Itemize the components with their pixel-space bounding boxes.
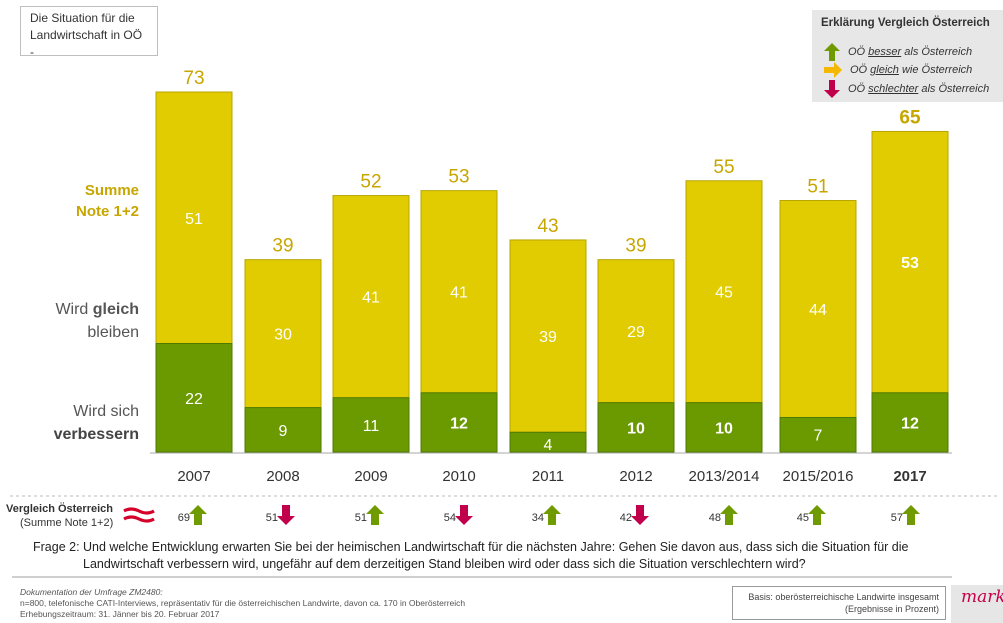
bar-segment-verbessern: [420, 392, 498, 453]
data-label-gleich: 30: [274, 327, 292, 344]
bar-segment-verbessern: [779, 416, 857, 453]
bar-segment-gleich: [871, 130, 949, 394]
row-label-gleich: Wird gleich bleiben: [55, 301, 139, 341]
bar-segment-gleich: [685, 180, 763, 404]
arrow-up-icon: [543, 505, 561, 525]
legend-item-besser: OÖ besser als Österreich: [824, 43, 972, 61]
data-label-verbessern: 4: [544, 437, 553, 454]
tick-label-x: 2015/2016: [783, 468, 854, 485]
data-label-verbessern: 7: [814, 428, 823, 445]
comparison-value: 48: [709, 512, 721, 524]
legend-box: Erklärung Vergleich Österreich OÖ besser…: [812, 10, 1003, 102]
data-label-total: 39: [625, 236, 646, 257]
tick-label-x: 2010: [442, 468, 475, 485]
tick-label-x: 2017: [893, 468, 926, 485]
data-label-verbessern: 10: [627, 420, 645, 437]
bar-segment-verbessern: [871, 392, 949, 453]
bar-segment-verbessern: [155, 343, 233, 453]
data-label-total: 43: [537, 216, 558, 237]
bar-segment-gleich: [779, 199, 857, 418]
arrow-down-icon: [455, 505, 473, 525]
tick-label-x: 2011: [532, 468, 564, 485]
data-label-gleich: 44: [809, 302, 827, 319]
data-label-verbessern: 12: [901, 415, 919, 432]
bar-segment-verbessern: [597, 402, 675, 453]
arrow-up-icon: [902, 505, 920, 525]
data-label-verbessern: 9: [279, 423, 288, 440]
arrow-down-icon: [824, 80, 840, 98]
brand-logo: marke: [951, 585, 1003, 623]
chart-title-box: Die Situation für die Landwirtschaft in …: [20, 6, 158, 59]
tick-label-x: 2013/2014: [689, 468, 760, 485]
data-label-total: 65: [899, 107, 921, 128]
comparison-value: 42: [620, 512, 632, 524]
footer-divider: [12, 576, 952, 578]
basis-box: Basis: oberösterreichische Landwirte ins…: [732, 586, 946, 620]
data-label-verbessern: 22: [185, 391, 203, 408]
bar-segment-verbessern: [509, 431, 587, 453]
data-label-gleich: 45: [715, 285, 733, 302]
data-label-total: 52: [360, 172, 381, 193]
comparison-value: 45: [797, 512, 809, 524]
legend-label: OÖ schlechter als Österreich: [848, 83, 990, 95]
bar-segment-gleich: [332, 195, 410, 399]
legend-item-schlechter: OÖ schlechter als Österreich: [824, 80, 989, 98]
data-label-gleich: 51: [185, 211, 203, 228]
arrow-right-icon: [824, 62, 842, 78]
arrow-up-icon: [189, 505, 207, 525]
legend-label: OÖ gleich wie Österreich: [850, 64, 973, 76]
stacked-bar-chart: 22 51 73 2007 9 30 39 2008 11 41 52 2009 12 41 53 2010 4…: [10, 68, 1000, 525]
data-label-verbessern: 12: [450, 415, 468, 432]
arrow-down-icon: [631, 505, 649, 525]
data-label-gleich: 41: [450, 285, 468, 302]
arrow-up-icon: [808, 505, 826, 525]
bar-segment-gleich: [244, 259, 322, 409]
data-label-gleich: 53: [901, 255, 919, 272]
data-label-gleich: 41: [362, 290, 380, 307]
tick-label-x: 2008: [266, 468, 299, 485]
tick-label-x: 2009: [354, 468, 387, 485]
comparison-value: 69: [178, 512, 190, 524]
bar-segment-gleich: [155, 91, 233, 345]
bar-segment-gleich: [420, 190, 498, 394]
data-label-verbessern: 11: [363, 418, 380, 435]
arrow-down-icon: [277, 505, 295, 525]
arrow-up-icon: [824, 43, 840, 61]
data-label-gleich: 39: [539, 329, 557, 346]
comparison-value: 34: [532, 512, 544, 524]
chart-title-line1: Die Situation für die: [30, 11, 135, 25]
data-label-total: 73: [183, 68, 204, 89]
legend-label: OÖ besser als Österreich: [848, 46, 973, 58]
data-label-total: 53: [448, 167, 469, 188]
tick-label-x: 2007: [177, 468, 210, 485]
data-label-total: 51: [807, 176, 828, 197]
comparison-value: 51: [266, 512, 278, 524]
legend-item-gleich: OÖ gleich wie Österreich: [824, 61, 972, 79]
data-label-verbessern: 10: [715, 420, 733, 437]
documentation: Dokumentation der Umfrage ZM2480: n=800,…: [20, 587, 466, 619]
comparison-value: 57: [891, 512, 903, 524]
legend-title: Erklärung Vergleich Österreich: [821, 17, 990, 29]
bar-segment-gleich: [597, 259, 675, 404]
bar-segment-verbessern: [685, 402, 763, 453]
data-label-total: 55: [713, 157, 734, 178]
row-label-verbessern: Wird sich verbessern: [53, 403, 139, 443]
tick-label-x: 2012: [619, 468, 652, 485]
comparison-label: Vergleich Österreich (Summe Note 1+2): [6, 503, 114, 529]
equals-wave-icon: [123, 507, 155, 523]
arrow-up-icon: [366, 505, 384, 525]
data-label-total: 39: [272, 236, 293, 257]
arrow-up-icon: [720, 505, 738, 525]
row-label-summe: Summe Note 1+2: [76, 182, 139, 220]
bar-segment-verbessern: [332, 397, 410, 453]
bar-segment-gleich: [509, 239, 587, 433]
bar-segment-verbessern: [244, 407, 322, 453]
chart-title-line2: Landwirtschaft in OÖ -: [30, 28, 143, 59]
data-label-gleich: 29: [627, 324, 645, 341]
comparison-value: 54: [444, 512, 456, 524]
question-text: Frage 2: Und welche Entwicklung erwarten …: [33, 540, 909, 571]
comparison-value: 51: [355, 512, 367, 524]
